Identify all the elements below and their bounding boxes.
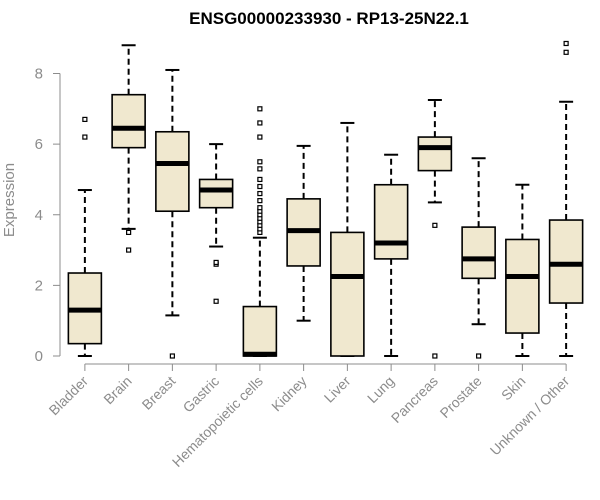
y-tick-label: 2 bbox=[35, 277, 43, 294]
iqr-box bbox=[548, 219, 584, 304]
box-hematopoietic-cells bbox=[242, 106, 278, 357]
box-pancreas bbox=[417, 98, 453, 359]
x-tick-label: Liver bbox=[321, 373, 354, 406]
outlier-point bbox=[432, 222, 438, 228]
y-axis: 0 2 4 6 8 bbox=[35, 66, 61, 365]
outlier-point bbox=[257, 205, 263, 211]
chart-title: ENSG00000233930 - RP13-25N22.1 bbox=[189, 9, 469, 28]
iqr-box bbox=[505, 238, 540, 334]
x-tick-label: Kidney bbox=[268, 373, 310, 415]
outlier-point bbox=[82, 116, 88, 123]
iqr-box bbox=[111, 93, 146, 149]
x-tick-label: Prostate bbox=[437, 373, 485, 421]
outlier-point bbox=[257, 134, 263, 140]
outlier-point bbox=[432, 353, 438, 359]
y-tick-label: 6 bbox=[35, 136, 43, 153]
outlier-point bbox=[169, 353, 175, 359]
iqr-box bbox=[242, 305, 278, 357]
box-skin bbox=[505, 183, 540, 357]
x-tick-label: Breast bbox=[139, 373, 179, 413]
box-prostate bbox=[461, 157, 496, 359]
outlier-point bbox=[126, 247, 132, 253]
y-tick-label: 0 bbox=[35, 348, 43, 365]
box-liver bbox=[330, 121, 365, 357]
outlier-point bbox=[126, 229, 132, 236]
outlier-point bbox=[563, 40, 569, 47]
box-brain bbox=[111, 44, 146, 253]
box-bladder bbox=[67, 116, 103, 357]
outlier-point bbox=[82, 134, 88, 140]
outlier-point bbox=[257, 190, 263, 197]
box-lung bbox=[373, 153, 409, 357]
x-tick-label: Pancreas bbox=[388, 373, 441, 426]
y-axis-label: Expression bbox=[1, 163, 18, 237]
box-kidney bbox=[286, 144, 321, 322]
iqr-box bbox=[417, 136, 453, 172]
outlier-point bbox=[257, 176, 263, 183]
y-tick-label: 8 bbox=[35, 66, 43, 83]
iqr-box bbox=[330, 231, 365, 357]
box-gastric bbox=[198, 143, 234, 304]
outlier-point bbox=[257, 166, 263, 172]
outlier-point bbox=[257, 198, 263, 204]
x-tick-label: Brain bbox=[100, 373, 134, 407]
outlier-point bbox=[257, 106, 263, 112]
iqr-box bbox=[155, 130, 190, 213]
outlier-point bbox=[563, 49, 569, 55]
box-unknown-other bbox=[548, 40, 584, 357]
x-tick-label: Lung bbox=[364, 373, 397, 406]
outlier-point bbox=[257, 120, 263, 126]
x-tick-label: Unknown / Other bbox=[487, 373, 573, 459]
outlier-point bbox=[213, 259, 219, 266]
box-group bbox=[67, 40, 584, 359]
outlier-point bbox=[213, 298, 219, 304]
iqr-box bbox=[198, 178, 234, 209]
outlier-point bbox=[476, 353, 482, 359]
x-tick-label: Gastric bbox=[180, 373, 223, 416]
box-breast bbox=[155, 68, 190, 359]
outlier-point bbox=[257, 159, 263, 165]
outlier-point bbox=[257, 183, 263, 190]
x-tick-label: Bladder bbox=[46, 373, 92, 419]
iqr-box bbox=[373, 183, 409, 260]
y-tick-label: 4 bbox=[35, 207, 43, 224]
iqr-box bbox=[461, 226, 496, 280]
x-tick-label: Skin bbox=[498, 373, 529, 404]
